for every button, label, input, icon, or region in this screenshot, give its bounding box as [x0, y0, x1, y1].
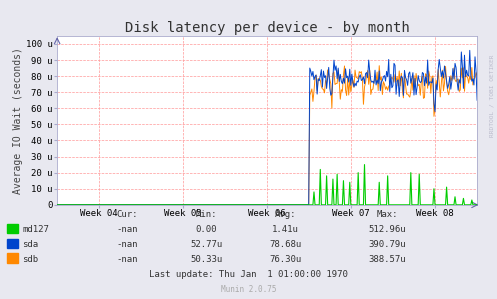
Text: Last update: Thu Jan  1 01:00:00 1970: Last update: Thu Jan 1 01:00:00 1970 [149, 271, 348, 280]
Text: Avg:: Avg: [275, 210, 297, 219]
Text: 390.79u: 390.79u [369, 240, 407, 249]
Text: md127: md127 [22, 225, 49, 234]
Text: Cur:: Cur: [116, 210, 138, 219]
Text: sdb: sdb [22, 255, 38, 264]
Text: 52.77u: 52.77u [190, 240, 222, 249]
Text: Max:: Max: [377, 210, 399, 219]
Text: RRDTOOL / TOBI OETIKER: RRDTOOL / TOBI OETIKER [489, 54, 494, 137]
Text: 388.57u: 388.57u [369, 255, 407, 264]
Text: 50.33u: 50.33u [190, 255, 222, 264]
Text: 0.00: 0.00 [195, 225, 217, 234]
Text: 78.68u: 78.68u [270, 240, 302, 249]
Text: -nan: -nan [116, 255, 138, 264]
Text: Munin 2.0.75: Munin 2.0.75 [221, 286, 276, 295]
Text: sda: sda [22, 240, 38, 249]
Y-axis label: Average IO Wait (seconds): Average IO Wait (seconds) [13, 47, 23, 194]
Text: -nan: -nan [116, 225, 138, 234]
Text: 1.41u: 1.41u [272, 225, 299, 234]
Text: -nan: -nan [116, 240, 138, 249]
Text: 76.30u: 76.30u [270, 255, 302, 264]
Text: Min:: Min: [195, 210, 217, 219]
Title: Disk latency per device - by month: Disk latency per device - by month [125, 21, 410, 35]
Text: 512.96u: 512.96u [369, 225, 407, 234]
